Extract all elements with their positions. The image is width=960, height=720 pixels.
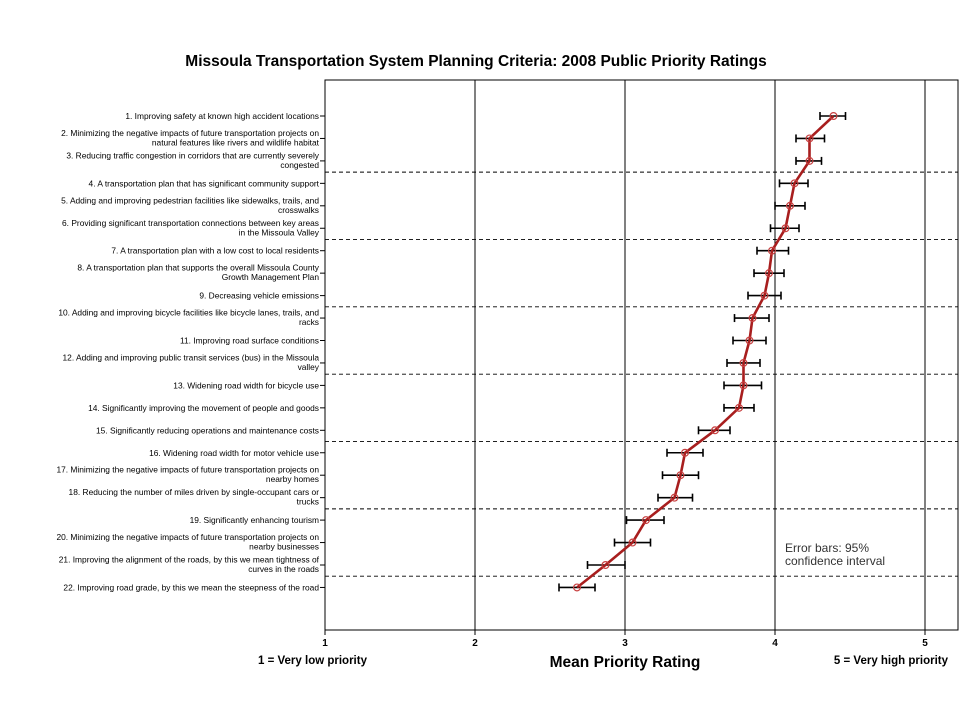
x-tick-label: 4: [772, 638, 778, 649]
error-bars: [558, 112, 847, 592]
mean-line: [576, 115, 835, 589]
category-label: 1. Improving safety at known high accide…: [125, 111, 319, 121]
category-label: 20. Minimizing the negative impacts of f…: [56, 532, 319, 542]
category-label: nearby homes: [266, 474, 319, 484]
mean-point: [760, 291, 769, 300]
mean-point: [710, 426, 719, 435]
chart-title: Missoula Transportation System Planning …: [185, 53, 766, 70]
category-label: 8. A transportation plan that supports t…: [77, 263, 319, 273]
category-label: 19. Significantly enhancing tourism: [190, 515, 319, 525]
category-label: nearby businesses: [249, 542, 319, 552]
x-tick-label: 5: [922, 638, 928, 649]
mean-point: [572, 583, 581, 592]
category-label: 16. Widening road width for motor vehicl…: [149, 448, 319, 458]
mean-point: [748, 314, 757, 323]
category-label: 6. Providing significant transportation …: [62, 218, 319, 228]
gridlines: [325, 80, 958, 630]
category-label: 13. Widening road width for bicycle use: [173, 380, 319, 390]
category-label: racks: [299, 317, 319, 327]
category-label: 4. A transportation plan that has signif…: [89, 178, 320, 188]
x-axis-ticks: 1 2 3 4 5: [322, 630, 928, 649]
mean-point: [805, 134, 814, 143]
mean-point: [670, 493, 679, 502]
error-bar-note-line-2: confidence interval: [785, 554, 885, 568]
mean-point: [767, 246, 776, 255]
category-label: 17. Minimizing the negative impacts of f…: [56, 465, 319, 475]
category-label: curves in the roads: [248, 564, 319, 574]
category-label: natural features like rivers and wildlif…: [152, 137, 320, 147]
mean-point: [785, 201, 794, 210]
category-label: Growth Management Plan: [222, 272, 320, 282]
category-label: 5. Adding and improving pedestrian facil…: [61, 195, 319, 205]
category-label: congested: [280, 160, 319, 170]
mean-point: [790, 179, 799, 188]
category-label: valley: [298, 362, 320, 372]
x-tick-label: 3: [622, 638, 628, 649]
mean-point: [764, 269, 773, 278]
category-label: 2. Minimizing the negative impacts of fu…: [61, 128, 319, 138]
plot-frame: [324, 79, 959, 631]
category-label: 3. Reducing traffic congestion in corrid…: [66, 150, 319, 160]
category-label: 12. Adding and improving public transit …: [63, 352, 320, 362]
mean-point: [781, 224, 790, 233]
error-bar-note-line-1: Error bars: 95%: [785, 541, 869, 555]
category-label: 15. Significantly reducing operations an…: [96, 425, 319, 435]
category-label: 22. Improving road grade, by this we mea…: [63, 582, 319, 592]
mean-point: [628, 538, 637, 547]
category-label: 11. Improving road surface conditions: [180, 336, 319, 346]
mean-rating-series: [572, 111, 838, 592]
mean-point: [641, 516, 650, 525]
x-axis-title: Mean Priority Rating: [550, 654, 701, 671]
category-label: 10. Adding and improving bicycle facilit…: [58, 308, 319, 318]
category-label: 14. Significantly improving the movement…: [88, 403, 319, 413]
category-label: 9. Decreasing vehicle emissions: [199, 291, 319, 301]
category-labels: 1. Improving safety at known high accide…: [56, 111, 325, 592]
x-low-note: 1 = Very low priority: [258, 655, 368, 667]
category-label: 21. Improving the alignment of the roads…: [59, 555, 320, 565]
mean-point: [829, 111, 838, 120]
category-label: in the Missoula Valley: [239, 227, 320, 237]
category-label: crosswalks: [278, 205, 319, 215]
mean-point: [745, 336, 754, 345]
mean-point: [734, 403, 743, 412]
category-label: 18. Reducing the number of miles driven …: [69, 487, 320, 497]
category-label: 7. A transportation plan with a low cost…: [111, 246, 319, 256]
x-tick-label: 2: [472, 638, 478, 649]
x-tick-label: 1: [322, 638, 328, 649]
mean-point: [676, 471, 685, 480]
category-label: trucks: [297, 497, 319, 507]
mean-point: [805, 156, 814, 165]
mean-point: [739, 358, 748, 367]
x-high-note: 5 = Very high priority: [834, 655, 949, 667]
mean-point: [739, 381, 748, 390]
mean-point: [601, 560, 610, 569]
mean-point: [680, 448, 689, 457]
